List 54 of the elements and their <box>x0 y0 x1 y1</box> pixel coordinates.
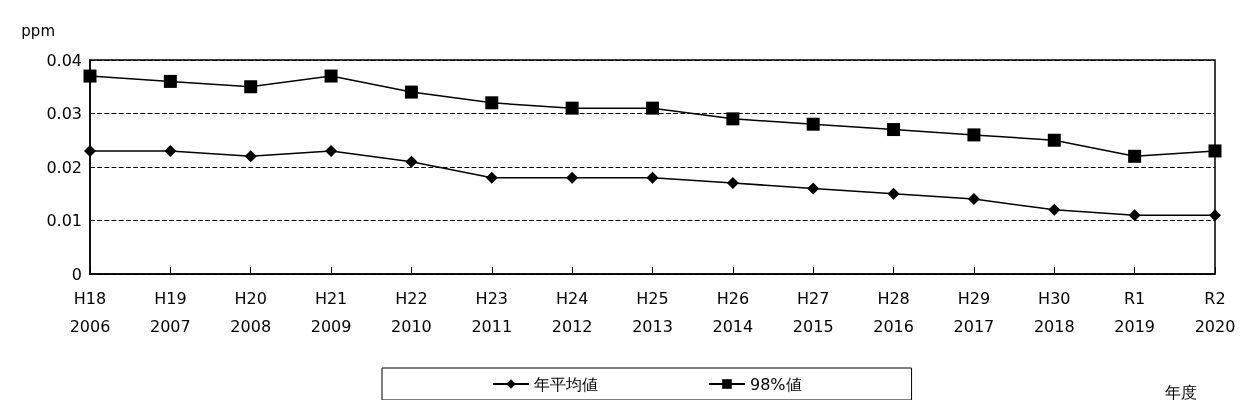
point <box>1128 149 1142 163</box>
point <box>84 144 96 157</box>
y-tick-label: 0.01 <box>46 211 82 230</box>
point <box>726 112 740 126</box>
point <box>325 144 338 157</box>
y-tick-label: 0.04 <box>46 50 82 70</box>
point <box>566 171 579 184</box>
point <box>726 177 739 190</box>
point <box>164 144 177 157</box>
x-tick-label: H29 2017 <box>953 288 995 336</box>
point <box>967 193 980 206</box>
x-tick-label: H22 2010 <box>391 288 432 336</box>
point <box>807 182 820 195</box>
x-tick-label: H25 2013 <box>632 288 673 336</box>
point <box>1048 203 1061 216</box>
x-tick-label: H24 2012 <box>551 288 593 336</box>
x-tick-label: H23 2011 <box>471 288 513 336</box>
point <box>646 101 659 115</box>
point <box>485 171 498 184</box>
point <box>485 96 499 110</box>
x-axis-title: 年度 <box>1165 382 1197 400</box>
point <box>887 123 901 137</box>
x-tick-label: H28 2016 <box>873 288 914 336</box>
y-axis-title: ppm <box>21 21 55 40</box>
point <box>244 150 257 163</box>
point <box>83 69 97 83</box>
point <box>1209 209 1221 222</box>
y-tick-label: 0 <box>71 264 82 284</box>
y-tick-label: 0.03 <box>46 104 82 123</box>
legend-label: 年平均値 <box>534 374 598 394</box>
x-tick-label: H26 2014 <box>712 288 754 336</box>
point <box>967 128 981 142</box>
point <box>646 171 659 184</box>
x-tick-label: H18 2006 <box>69 288 111 336</box>
point <box>1128 209 1141 222</box>
x-tick-label: H20 2008 <box>230 288 272 336</box>
x-tick-label: R2 2020 <box>1194 288 1236 336</box>
point <box>404 85 418 99</box>
point <box>244 80 258 94</box>
point <box>887 187 900 200</box>
point <box>324 69 338 83</box>
x-tick-label: H19 2007 <box>150 288 191 336</box>
x-tick-label: H21 2009 <box>310 288 352 336</box>
x-tick-label: R1 2019 <box>1114 288 1155 336</box>
point <box>565 101 579 115</box>
point <box>163 74 177 88</box>
y-tick-label: 0.02 <box>46 157 82 177</box>
point <box>405 155 418 168</box>
point <box>1047 133 1061 147</box>
x-tick-label: H27 2015 <box>792 288 834 336</box>
point <box>806 117 820 131</box>
point <box>1208 144 1222 158</box>
legend-label: 98%値 <box>750 374 802 394</box>
x-tick-label: H30 2018 <box>1033 288 1075 336</box>
